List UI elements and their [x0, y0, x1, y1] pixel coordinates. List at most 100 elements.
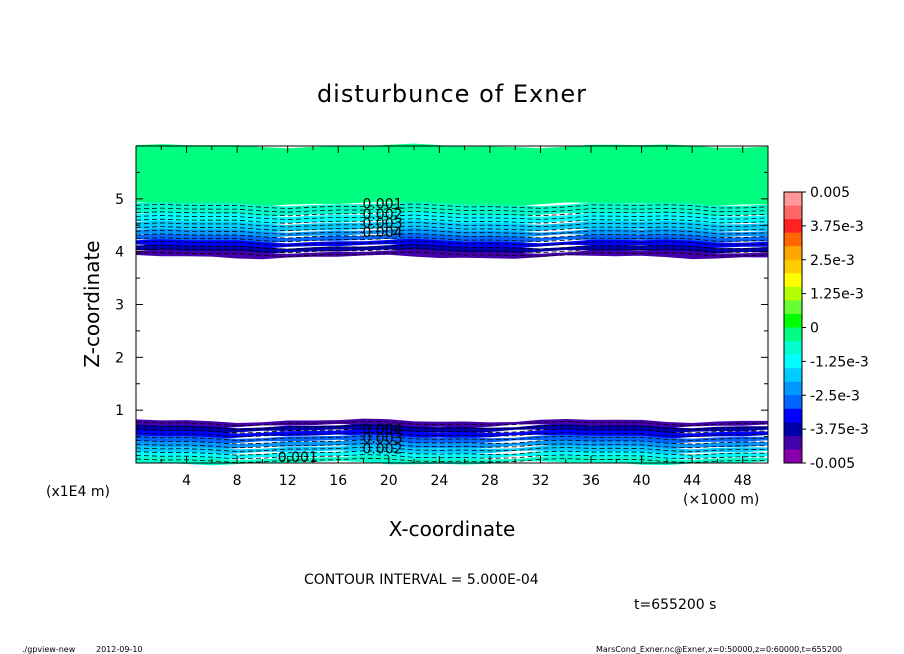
colorbar-swatch	[784, 219, 802, 233]
contour-line	[135, 229, 769, 235]
x-tick-label: 20	[380, 473, 398, 489]
program-text: ./gpview-new	[22, 645, 76, 654]
colorbar-swatch	[784, 192, 802, 206]
colorbar-swatch	[784, 232, 802, 247]
contour-line	[135, 435, 769, 441]
contour-line	[135, 450, 769, 456]
x-tick-label: 16	[329, 473, 347, 489]
y-unit-label: (x1E4 m)	[46, 484, 110, 500]
contour-band	[136, 143, 768, 207]
contour-line	[135, 431, 769, 438]
contour-band	[136, 244, 768, 254]
contour-line	[135, 207, 769, 213]
x-tick-label: 24	[430, 473, 448, 489]
contour-band	[136, 418, 768, 429]
y-tick-label: 4	[115, 245, 124, 261]
colorbar-label: 3.75e-3	[810, 219, 864, 235]
y-tick-label: 1	[115, 403, 124, 419]
contour-line	[135, 225, 769, 232]
contour-interval-text: CONTOUR INTERVAL = 5.000E-04	[304, 572, 539, 588]
colorbar-swatch	[784, 354, 802, 369]
contour-line	[135, 236, 769, 243]
contour-label: 0.001	[362, 196, 402, 212]
y-tick-labels: 1 2 3 4 5	[115, 192, 124, 419]
colorbar-swatch	[784, 381, 802, 396]
colorbar-label: -1.25e-3	[810, 354, 869, 370]
colorbar-swatch	[784, 259, 802, 274]
colorbar-label: 0.005	[810, 185, 850, 201]
contour-label: 0.003	[362, 431, 402, 447]
x-tick-label: 28	[481, 473, 499, 489]
contour-line	[135, 439, 769, 445]
contour-band	[136, 429, 768, 439]
contour-line	[135, 233, 769, 239]
contour-line	[135, 214, 769, 221]
colorbar	[784, 192, 802, 464]
contour-band	[136, 238, 768, 249]
contour-line	[135, 457, 769, 464]
x-tick-label: 44	[683, 473, 701, 489]
colorbar-swatch	[784, 205, 802, 220]
colorbar-swatch	[784, 422, 802, 437]
colorbar-label: 0	[810, 321, 819, 337]
contour-band	[136, 201, 768, 217]
contour-label: 0.002	[362, 207, 402, 223]
contour-line	[135, 443, 769, 449]
contour-line	[135, 454, 769, 460]
x-tick-label: 8	[233, 473, 242, 489]
contour-label: 0.003	[362, 216, 402, 232]
colorbar-swatch	[784, 286, 802, 301]
contour-line	[135, 203, 769, 209]
contour-label: 0.004	[362, 422, 402, 438]
contour-line	[135, 218, 769, 224]
contour-line	[135, 424, 769, 430]
colorbar-swatch	[784, 273, 802, 288]
y-tick-label: 3	[115, 298, 124, 314]
colorbar-label: -2.5e-3	[810, 388, 860, 404]
colorbar-swatch	[784, 300, 802, 315]
y-tick-label: 5	[115, 192, 124, 208]
contour-line	[135, 446, 769, 452]
colorbar-label: 2.5e-3	[810, 253, 855, 269]
x-tick-label: 12	[279, 473, 297, 489]
time-text: t=655200 s	[634, 597, 716, 613]
colorbar-label: -3.75e-3	[810, 422, 869, 438]
contour-line	[135, 210, 769, 217]
colorbar-swatch	[784, 327, 802, 342]
x-tick-label: 4	[182, 473, 191, 489]
colorbar-swatch	[784, 408, 802, 423]
colorbar-swatch	[784, 395, 802, 410]
colorbar-label: 1.25e-3	[810, 287, 864, 303]
colorbar-swatch	[784, 449, 802, 464]
plot-fill	[136, 143, 768, 466]
contour-label: 0.002	[362, 442, 402, 458]
x-tick-label: 40	[633, 473, 651, 489]
axis-ticks	[136, 146, 768, 463]
contour-band	[136, 450, 768, 461]
colorbar-swatch	[784, 313, 802, 328]
x-tick-label: 32	[532, 473, 550, 489]
colorbar-swatch	[784, 246, 802, 261]
chart-title: disturbunce of Exner	[317, 80, 587, 108]
contour-line	[135, 240, 769, 246]
contour-line	[135, 247, 769, 254]
x-tick-labels: 4 8 12 16 20 24 28 32 36 40 44 48	[182, 473, 751, 489]
contour-band	[136, 455, 768, 466]
x-axis-label: X-coordinate	[389, 517, 516, 541]
contour-lines	[135, 203, 769, 464]
y-tick-label: 2	[115, 350, 124, 366]
contour-line	[135, 251, 769, 258]
colorbar-swatch	[784, 435, 802, 450]
x-unit-label: (×1000 m)	[683, 492, 759, 508]
colorbar-label: -0.005	[810, 456, 855, 472]
y-axis-label: Z-coordinate	[80, 240, 104, 367]
contour-label: 0.004	[362, 225, 402, 241]
contour-band	[136, 233, 768, 244]
contour-line	[135, 244, 769, 250]
source-text: MarsCond_Exner.nc@Exner,x=0:50000,z=0:60…	[596, 645, 842, 654]
colorbar-swatch	[784, 368, 802, 382]
contour-line	[135, 221, 769, 228]
date-text: 2012-09-10	[96, 645, 143, 654]
colorbar-swatch	[784, 341, 802, 355]
